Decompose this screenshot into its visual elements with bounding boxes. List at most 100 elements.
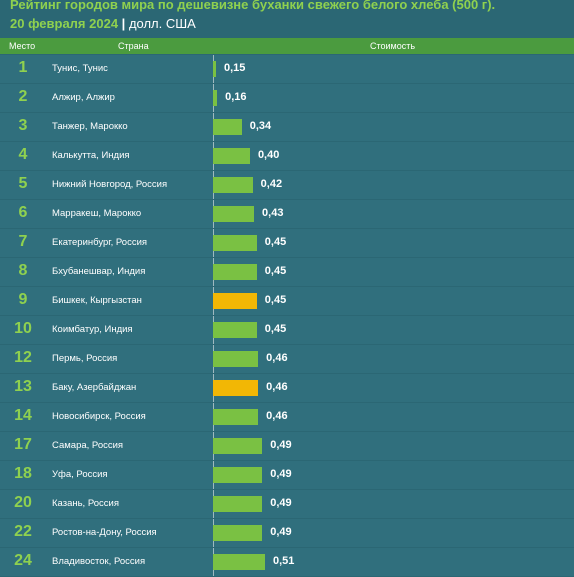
bar — [213, 90, 218, 106]
value-label: 0,49 — [270, 439, 292, 451]
rank-label: 12 — [14, 349, 32, 366]
value-label: 0,51 — [273, 555, 295, 567]
chart-header: Рейтинг городов мира по дешевизне буханк… — [0, 0, 574, 38]
chart-title: Рейтинг городов мира по дешевизне буханк… — [10, 0, 496, 12]
city-label: Пермь, Россия — [52, 353, 118, 364]
table-row: 8 Бхубанешвар, Индия 0,45 — [0, 258, 574, 286]
ranking-table: 1 Тунис, Тунис 0,15 2 Алжир, Алжир 0,16 3 Танже… — [0, 55, 574, 577]
column-header-rank: Место — [9, 41, 36, 51]
value-label: 0,34 — [249, 120, 272, 132]
table-row: 18 Уфа, Россия 0,49 — [0, 461, 574, 489]
table-row: 5 Нижний Новгород, Россия 0,42 — [0, 171, 574, 199]
chart-subtitle: 20 февраля 2024 | долл. США — [10, 16, 196, 31]
rank-label: 3 — [18, 117, 28, 134]
table-row: 4 Калькутта, Индия 0,40 — [0, 142, 574, 170]
value-label: 0,43 — [262, 207, 284, 219]
value-label: 0,46 — [266, 410, 288, 422]
city-label: Коимбатур, Индия — [52, 324, 133, 335]
title-separator: | — [121, 16, 126, 31]
value-label: 0,46 — [266, 381, 288, 393]
rank-label: 18 — [14, 465, 32, 482]
value-label: 0,40 — [257, 149, 280, 161]
city-label: Танжер, Марокко — [52, 121, 128, 132]
city-label: Екатеринбург, Россия — [52, 237, 148, 248]
table-row: 3 Танжер, Марокко 0,34 — [0, 113, 574, 141]
city-label: Новосибирск, Россия — [52, 411, 146, 422]
city-label: Самара, Россия — [52, 440, 124, 451]
column-header-bar: Место Страна Стоимость — [0, 38, 574, 54]
bar — [213, 496, 263, 512]
value-label: 0,49 — [270, 497, 292, 509]
bar — [213, 235, 257, 251]
city-label: Бхубанешвар, Индия — [52, 266, 146, 277]
rank-label: 9 — [18, 291, 28, 308]
value-label: 0,45 — [264, 236, 287, 248]
bar — [213, 61, 216, 77]
bar — [213, 206, 255, 222]
city-label: Баку, Азербайджан — [52, 382, 137, 393]
chart-unit: долл. США — [128, 16, 196, 31]
bar — [213, 177, 253, 193]
table-row: 14 Новосибирск, Россия 0,46 — [0, 403, 574, 431]
value-label: 0,45 — [264, 323, 287, 335]
rank-label: 4 — [18, 146, 28, 163]
column-header-country: Страна — [118, 41, 149, 51]
bar-highlighted — [213, 380, 259, 396]
table-row: 2 Алжир, Алжир 0,16 — [0, 84, 574, 112]
bar — [213, 351, 259, 367]
city-label: Владивосток, Россия — [52, 556, 146, 567]
column-header-cost: Стоимость — [370, 41, 416, 51]
chart-date: 20 февраля 2024 — [10, 16, 119, 31]
bar-highlighted — [213, 293, 257, 309]
rank-label: 17 — [14, 436, 32, 453]
rank-label: 20 — [14, 494, 32, 511]
city-label: Уфа, Россия — [52, 469, 108, 480]
table-row: 20 Казань, Россия 0,49 — [0, 490, 574, 518]
rank-label: 2 — [18, 88, 28, 105]
table-row: 9 Бишкек, Кыргызстан 0,45 — [0, 287, 574, 315]
rank-label: 5 — [18, 175, 28, 192]
city-label: Нижний Новгород, Россия — [52, 179, 168, 190]
city-label: Алжир, Алжир — [52, 92, 115, 103]
rank-label: 6 — [18, 204, 28, 221]
rank-label: 14 — [14, 407, 32, 424]
city-label: Тунис, Тунис — [52, 63, 108, 74]
bar — [213, 148, 250, 164]
table-row: 22 Ростов-на-Дону, Россия 0,49 — [0, 519, 574, 547]
value-label: 0,49 — [270, 526, 292, 538]
city-label: Марракеш, Марокко — [52, 208, 142, 219]
value-label: 0,45 — [264, 265, 287, 277]
bar — [213, 438, 263, 454]
table-row: 7 Екатеринбург, Россия 0,45 — [0, 229, 574, 257]
city-label: Ростов-на-Дону, Россия — [52, 527, 157, 538]
table-row: 6 Марракеш, Марокко 0,43 — [0, 200, 574, 228]
city-label: Бишкек, Кыргызстан — [52, 295, 142, 306]
table-row: 13 Баку, Азербайджан 0,46 — [0, 374, 574, 402]
rank-label: 13 — [14, 378, 32, 395]
bar — [213, 409, 259, 425]
rank-label: 24 — [14, 552, 32, 569]
rank-label: 8 — [18, 262, 28, 279]
bar — [213, 467, 263, 483]
city-label: Казань, Россия — [52, 498, 119, 509]
bar — [213, 554, 265, 570]
bar — [213, 525, 263, 541]
table-row: 1 Тунис, Тунис 0,15 — [0, 55, 574, 83]
value-label: 0,49 — [270, 468, 292, 480]
bar — [213, 322, 257, 338]
rank-label: 7 — [18, 233, 28, 250]
bar — [213, 264, 257, 280]
rank-label: 1 — [18, 59, 28, 76]
table-row: 12 Пермь, Россия 0,46 — [0, 345, 574, 373]
value-label: 0,15 — [224, 62, 246, 74]
table-row: 24 Владивосток, Россия 0,51 — [0, 548, 574, 576]
table-row: 10 Коимбатур, Индия 0,45 — [0, 316, 574, 344]
city-label: Калькутта, Индия — [52, 150, 130, 161]
value-label: 0,42 — [260, 178, 283, 190]
rank-label: 10 — [14, 320, 32, 337]
bar — [213, 119, 242, 135]
table-row: 17 Самара, Россия 0,49 — [0, 432, 574, 460]
value-label: 0,16 — [225, 91, 247, 103]
rank-label: 22 — [14, 523, 32, 540]
value-label: 0,46 — [266, 352, 288, 364]
